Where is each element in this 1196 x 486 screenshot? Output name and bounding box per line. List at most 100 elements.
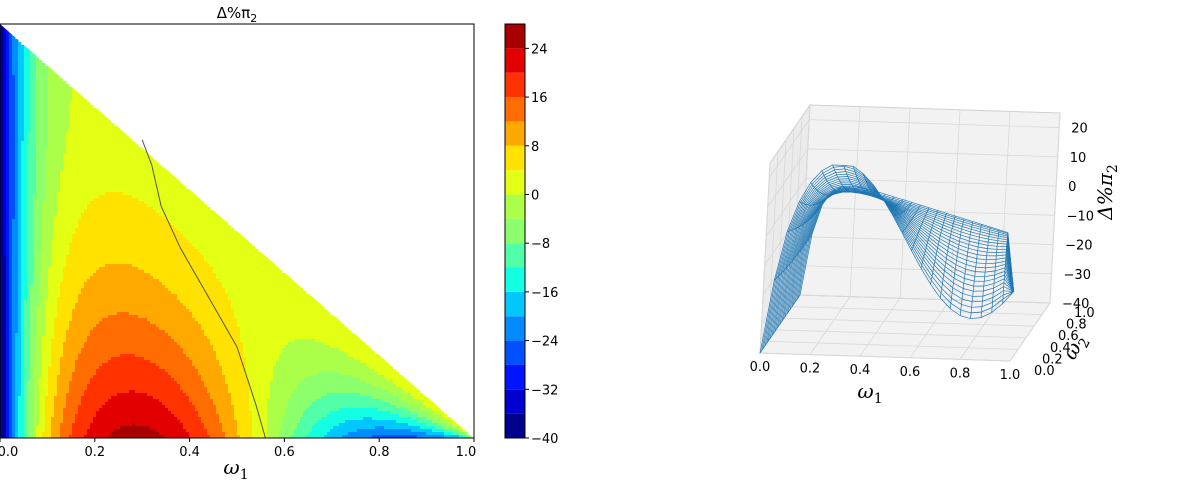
contour-cell [114,351,118,355]
contour-cell [36,291,40,295]
contour-cell [36,102,40,106]
contour-cell [0,348,4,352]
contour-cell [69,369,73,373]
contour-cell [54,327,58,331]
contour-cell [36,123,40,127]
contour-cell [15,210,19,214]
contour-cell [72,420,76,424]
contour-cell [117,360,121,364]
contour-cell [54,285,58,289]
contour-cell [0,417,4,421]
contour-cell [15,171,19,175]
contour-cell [72,309,76,313]
contour-cell [30,93,34,97]
contour-cell [27,234,31,238]
contour-cell [54,234,58,238]
contour-cell [69,252,73,256]
contour-cell [3,321,7,325]
contour-cell [123,204,127,208]
contour-cell [36,150,40,154]
contour-cell [15,375,19,379]
contour-cell [15,159,19,163]
contour-cell [93,351,97,355]
contour-cell [45,360,49,364]
contour-cell [84,375,88,379]
contour-cell [111,270,115,274]
contour-cell [18,309,22,313]
contour-cell [9,324,13,328]
contour-cell [75,390,79,394]
contour-cell [36,228,40,232]
contour-cell [45,159,49,163]
contour-cell [15,291,19,295]
contour-cell [96,372,100,376]
contour-cell [36,405,40,409]
contour-cell [36,69,40,73]
contour-cell [45,135,49,139]
contour-cell [9,141,13,145]
contour-cell [81,108,85,112]
contour-cell [27,93,31,97]
contour-cell [93,321,97,325]
contour-cell [111,231,115,235]
contour-cell [69,168,73,172]
contour-cell [24,240,28,244]
contour-cell [81,162,85,166]
contour-cell [21,174,25,178]
contour-cell [54,147,58,151]
contour-cell [0,42,4,46]
contour-cell [87,168,91,172]
contour-cell [78,351,82,355]
contour-cell [42,81,46,85]
contour-cell [105,273,109,277]
contour-cell [39,66,43,70]
contour-cell [93,276,97,280]
contour-cell [114,147,118,151]
contour-cell [69,225,73,229]
contour-cell [21,186,25,190]
contour-cell [75,324,79,328]
contour-cell [120,198,124,202]
contour-cell [33,240,37,244]
contour-cell [21,426,25,430]
contour-cell [120,243,124,247]
contour-cell [42,96,46,100]
contour-cell [99,234,103,238]
contour-cell [0,186,4,190]
contour-cell [69,339,73,343]
contour-cell [75,165,79,169]
contour-cell [114,339,118,343]
contour-cell [69,186,73,190]
contour-cell [66,189,70,193]
contour-cell [72,342,76,346]
contour-cell [111,162,115,166]
contour-cell [99,357,103,361]
contour-cell [36,156,40,160]
contour-cell [48,387,52,391]
contour-cell [39,246,43,250]
contour-cell [72,93,76,97]
contour-cell [114,258,118,262]
contour-cell [66,417,70,421]
contour-cell [117,138,121,142]
contour-cell [66,123,70,127]
contour-cell [66,315,70,319]
contour-cell [60,171,64,175]
contour-cell [24,279,28,283]
contour-cell [45,243,49,247]
contour-cell [9,303,13,307]
contour-cell [45,345,49,349]
contour-cell [93,159,97,163]
contour-cell [84,369,88,373]
contour-cell [114,231,118,235]
contour-cell [12,321,16,325]
contour-cell [90,273,94,277]
contour-cell [51,399,55,403]
contour-cell [42,87,46,91]
contour-cell [3,309,7,313]
contour-cell [57,402,61,406]
contour-cell [108,330,112,334]
contour-cell [12,99,16,103]
contour-cell [48,111,52,115]
contour-cell [39,306,43,310]
